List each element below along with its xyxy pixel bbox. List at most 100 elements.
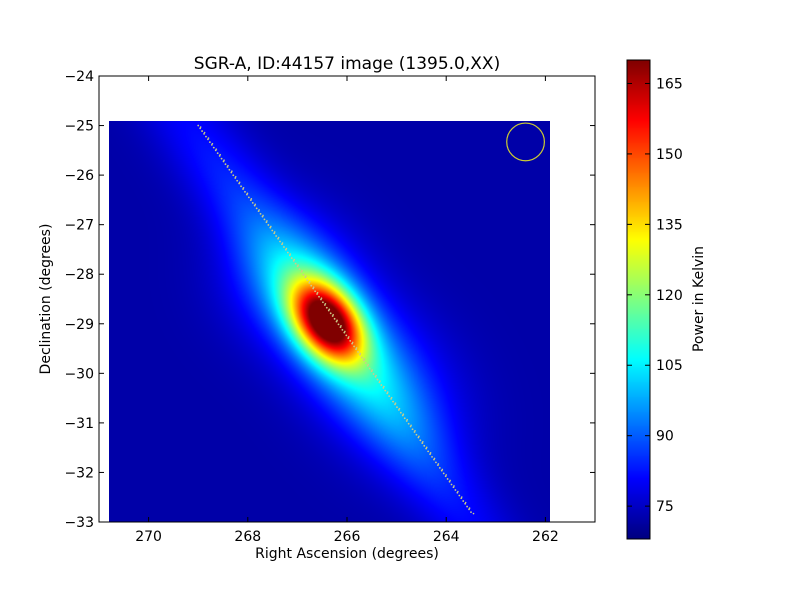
plane-dot [271, 229, 274, 232]
plane-dot [251, 201, 254, 204]
plane-dot [468, 508, 470, 511]
x-axis-label: Right Ascension (degrees) [255, 546, 439, 562]
y-axis-label: Declination (degrees) [38, 224, 54, 375]
plane-dot [255, 207, 258, 210]
plane-dot [450, 483, 453, 486]
plane-dot [398, 409, 400, 411]
plane-dot [433, 458, 435, 461]
plane-dot [224, 163, 227, 166]
plane-dot [355, 348, 357, 351]
plane-dot [286, 251, 289, 254]
plane-dot [423, 444, 426, 447]
plane-dot [267, 224, 270, 226]
plane-dot [349, 340, 352, 342]
plane-dot [446, 478, 449, 480]
plane-dot [399, 411, 402, 414]
plane-dot [288, 254, 291, 257]
plane-dot [444, 475, 447, 478]
plane-dot [411, 428, 414, 431]
plane-dot [464, 502, 467, 505]
y-tick-label: −26 [64, 168, 94, 184]
plane-dot [442, 472, 445, 475]
plane-dot [283, 246, 285, 248]
colorbar-label: Power in Kelvin [691, 246, 707, 352]
plane-dot [210, 143, 213, 146]
colorbar-tick-label: 150 [656, 147, 683, 163]
y-tick-label: −27 [64, 218, 94, 234]
x-tick-label: 270 [135, 529, 162, 545]
plane-dot [405, 420, 408, 422]
plane-dot [238, 182, 241, 185]
y-tick-label: −33 [64, 515, 94, 531]
plane-dot [331, 315, 334, 317]
colorbar-frame [626, 59, 651, 540]
plane-dot [359, 353, 361, 356]
plane-dot [236, 179, 239, 182]
x-tick-label: 264 [433, 529, 460, 545]
plane-dot [454, 489, 457, 491]
plane-dot [323, 304, 326, 306]
plane-dot [431, 455, 433, 458]
plane-dot [259, 213, 262, 215]
colorbar: 75 90 105 120 135 150 165 Power in Kelvin [626, 59, 707, 540]
plane-dot [378, 381, 381, 384]
plane-dot [409, 425, 412, 428]
plane-dot [440, 469, 443, 472]
plot-area [98, 75, 596, 523]
plane-dot [436, 464, 439, 467]
plane-dot [419, 439, 422, 442]
plane-dot [320, 298, 322, 301]
plane-dot [413, 431, 416, 433]
plane-dot [325, 306, 328, 309]
plane-dot [205, 135, 207, 138]
plane-dot [386, 392, 389, 395]
plane-dot [462, 500, 465, 502]
colorbar-tick-label: 75 [656, 499, 674, 515]
plane-dot [347, 337, 350, 340]
plane-dot [327, 309, 330, 312]
y-axis: −24 −25 −26 −27 −28 −29 −30 −31 −32 −33 [64, 69, 595, 531]
plane-dot [292, 259, 295, 262]
plane-dot [269, 226, 272, 229]
plane-dot [384, 389, 387, 392]
plane-dot [322, 301, 324, 304]
plane-dot [380, 384, 383, 386]
plane-dot [207, 138, 209, 141]
plane-dot [230, 171, 233, 174]
plane-dot [452, 486, 455, 489]
colorbar-gradient [627, 60, 650, 539]
plane-dot [240, 185, 242, 188]
galactic-plane-line [197, 124, 475, 515]
y-tick-label: −32 [64, 465, 94, 481]
x-tick-label: 262 [532, 529, 559, 545]
plane-dot [199, 127, 202, 130]
x-tick-label: 268 [234, 529, 261, 545]
plane-dot [357, 351, 359, 353]
plane-dot [329, 312, 332, 315]
plane-dot [247, 196, 250, 199]
plane-dot [281, 243, 283, 246]
plane-dot [435, 461, 437, 464]
y-tick-label: −30 [64, 366, 94, 382]
plane-dot [366, 364, 369, 367]
y-tick-label: −28 [64, 267, 94, 283]
heatmap-image [108, 120, 550, 522]
plane-dot [294, 262, 297, 265]
plane-dot [228, 168, 231, 171]
y-tick-label: −24 [64, 69, 94, 85]
plane-dot [339, 326, 342, 329]
plane-dot [470, 511, 472, 513]
plane-dot [304, 276, 307, 279]
plane-dot [246, 193, 248, 196]
plane-dot [438, 467, 441, 469]
plane-dot [208, 141, 211, 144]
plane-dot [234, 177, 237, 179]
plane-dot [249, 199, 252, 202]
plane-dot [374, 375, 377, 378]
plane-dot [417, 436, 420, 439]
plane-dot [382, 386, 385, 389]
plane-dot [275, 235, 278, 237]
plane-dot [370, 370, 373, 373]
plane-dot [312, 287, 315, 290]
